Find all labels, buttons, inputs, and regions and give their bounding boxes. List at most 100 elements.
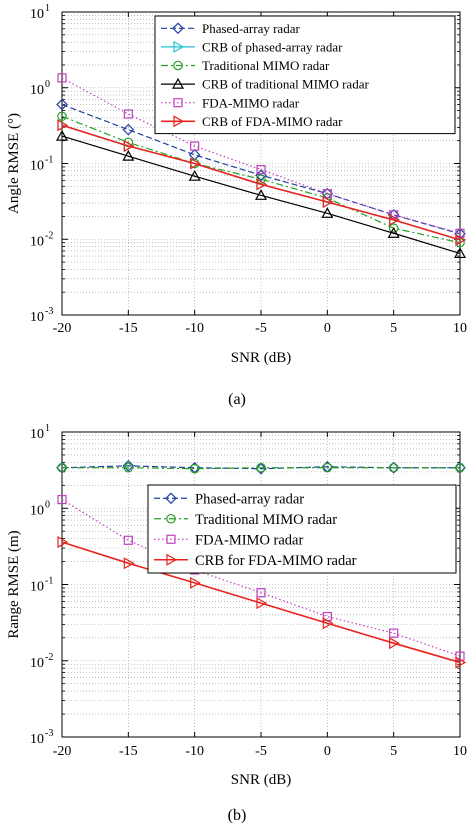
- legend-entry: CRB for FDA-MIMO radar: [154, 553, 357, 569]
- x-tick-label: -10: [185, 321, 204, 336]
- x-tick-label: -20: [53, 744, 72, 759]
- data-point: [57, 494, 67, 505]
- data-point: [190, 157, 201, 170]
- legend-label: FDA-MIMO radar: [195, 532, 303, 548]
- y-tick-label: 10 -1: [30, 155, 53, 174]
- data-point: [57, 111, 67, 122]
- legend-label: FDA-MIMO radar: [202, 95, 300, 110]
- x-tick-label: 10: [453, 744, 467, 759]
- data-point: [321, 207, 334, 218]
- data-point: [389, 213, 400, 226]
- y-tick-base: 10: [30, 580, 44, 595]
- legend-label: CRB of FDA-MIMO radar: [202, 114, 343, 129]
- data-point: [254, 189, 268, 200]
- data-point: [189, 463, 200, 474]
- data-point: [255, 462, 267, 475]
- x-tick-label: -5: [255, 744, 267, 759]
- legend-entry: FDA-MIMO radar: [161, 95, 300, 110]
- data-point: [190, 141, 200, 151]
- data-point: [256, 462, 266, 473]
- data-point: [57, 119, 69, 132]
- data-point: [322, 196, 334, 209]
- x-tick-label: 0: [324, 321, 331, 336]
- y-tick-label: 10 -3: [30, 728, 53, 747]
- data-point: [455, 462, 465, 473]
- legend-marker: [173, 98, 183, 108]
- legend-entry: CRB of phased-array radar: [161, 39, 343, 54]
- data-point: [123, 535, 133, 545]
- x-tick-label: -15: [119, 321, 138, 336]
- data-point: [322, 462, 333, 473]
- figure-caption: (b): [228, 807, 247, 824]
- x-tick-label: 10: [453, 321, 467, 336]
- x-tick-label: -15: [119, 744, 138, 759]
- y-tick-exponent: 1: [45, 3, 50, 14]
- x-tick-label: -20: [53, 321, 72, 336]
- y-tick-label: 10 0: [30, 499, 50, 518]
- y-tick-label: 10 1: [30, 423, 50, 442]
- data-point: [322, 617, 334, 630]
- data-point: [387, 227, 400, 238]
- y-tick-label: 10 -2: [30, 230, 53, 249]
- x-axis-label: SNR (dB): [231, 350, 291, 366]
- series-line: [61, 135, 461, 254]
- data-point: [57, 462, 67, 473]
- legend-label: Phased-array radar: [195, 491, 304, 507]
- data-point: [56, 98, 68, 111]
- y-tick-exponent: 0: [45, 499, 50, 510]
- data-point: [122, 459, 135, 472]
- legend-entry: Traditional MIMO radar: [154, 512, 337, 528]
- data-point: [455, 233, 467, 246]
- series-fda-mimo-radar: [57, 73, 465, 238]
- x-tick-label: -10: [185, 744, 204, 759]
- data-point: [453, 247, 467, 259]
- x-tick-label: 5: [390, 321, 397, 336]
- legend-marker: [166, 534, 176, 544]
- legend-marker: [166, 513, 176, 524]
- x-axis-label: SNR (dB): [231, 772, 291, 788]
- y-tick-base: 10: [30, 7, 44, 22]
- data-point: [123, 557, 135, 570]
- legend-marker: [173, 115, 185, 128]
- legend-label: CRB of phased-array radar: [202, 39, 343, 54]
- legend-label: CRB for FDA-MIMO radar: [195, 553, 357, 569]
- y-tick-exponent: 1: [45, 423, 50, 434]
- y-axis-label: Range RMSE (m): [6, 530, 22, 638]
- y-tick-exponent: -3: [45, 306, 53, 317]
- data-point: [122, 123, 135, 136]
- legend-label: Phased-array radar: [202, 21, 300, 36]
- data-point: [256, 165, 266, 175]
- series-phased-array-radar: [56, 459, 466, 475]
- series-line: [61, 541, 461, 664]
- x-tick-label: -5: [255, 321, 267, 336]
- legend-label: Traditional MIMO radar: [202, 58, 330, 73]
- data-point: [454, 461, 466, 474]
- y-tick-exponent: -1: [45, 576, 53, 587]
- data-point: [389, 637, 400, 650]
- y-axis-label: Angle RMSE (°): [6, 113, 22, 214]
- legend-box: [147, 484, 457, 574]
- legend-entry: CRB of FDA-MIMO radar: [161, 114, 343, 129]
- y-tick-base: 10: [30, 234, 44, 249]
- data-point: [123, 462, 134, 473]
- y-tick-label: 10 -2: [30, 652, 53, 671]
- legend: Phased-array radar CRB of phased-array ra…: [154, 15, 456, 135]
- y-tick-exponent: -1: [45, 155, 53, 166]
- data-point: [57, 536, 69, 549]
- legend-entry: Phased-array radar: [154, 491, 304, 507]
- y-tick-exponent: -2: [45, 652, 53, 663]
- y-tick-base: 10: [30, 656, 44, 671]
- legend-marker: [172, 22, 184, 35]
- y-tick-base: 10: [30, 159, 44, 174]
- series-line: [61, 499, 461, 657]
- data-point: [188, 169, 201, 181]
- y-tick-base: 10: [30, 732, 44, 747]
- data-point: [56, 461, 68, 474]
- y-tick-exponent: -3: [45, 728, 53, 739]
- data-point: [388, 462, 399, 473]
- data-point: [387, 461, 400, 474]
- figure-caption: (a): [228, 391, 246, 408]
